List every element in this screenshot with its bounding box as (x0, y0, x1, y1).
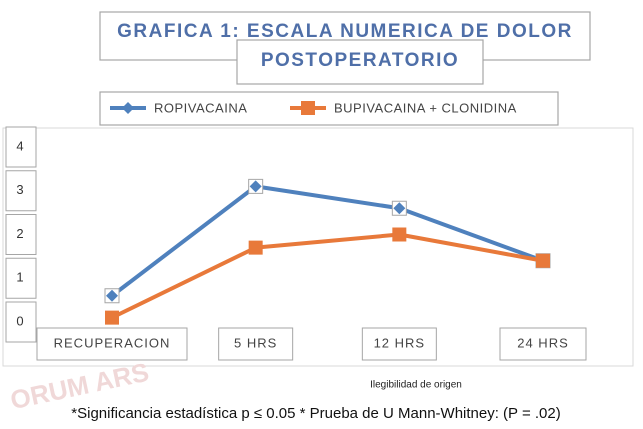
y-tick-box (5, 126, 37, 168)
point (248, 240, 263, 255)
y-tick-box (5, 301, 37, 343)
legend-marker (301, 101, 315, 115)
chart-subtitle: POSTOPERATORIO (261, 50, 459, 71)
legend-label: BUPIVACAINA + CLONIDINA (334, 100, 517, 115)
x-tick-label: 5 HRS (234, 335, 277, 350)
y-tick-label: 2 (16, 226, 23, 241)
legend (99, 91, 559, 126)
y-tick-label: 4 (16, 138, 23, 153)
x-tick-label: 24 HRS (517, 335, 569, 350)
point (536, 253, 550, 268)
subtitle-box (236, 39, 484, 85)
series-line (111, 232, 544, 320)
legend-marker (122, 102, 134, 114)
point (393, 202, 406, 215)
y-tick-label: 0 (16, 313, 23, 328)
x-tick-label: RECUPERACION (54, 335, 171, 350)
y-tick-box (5, 214, 37, 255)
y-tick-box (5, 257, 37, 299)
plot-area (2, 127, 634, 367)
point (249, 180, 262, 193)
x-tick-box (361, 327, 437, 361)
note: Ilegibilidad de origen (370, 380, 462, 391)
point (105, 310, 119, 325)
point (106, 289, 118, 302)
series-line (110, 184, 544, 298)
chart-title: GRAFICA 1: ESCALA NUMERICA DE DOLOR (117, 21, 573, 42)
footnote: *Significancia estadística p ≤ 0.05 * Pr… (71, 405, 560, 422)
y-tick-label: 1 (16, 270, 23, 285)
point (392, 227, 407, 242)
x-tick-box (36, 327, 188, 361)
y-tick-label: 3 (16, 182, 23, 197)
legend-label: ROPIVACAINA (154, 100, 247, 115)
x-tick-label: 12 HRS (374, 335, 426, 350)
x-tick-box (218, 327, 294, 361)
x-tick-box (499, 327, 587, 361)
y-tick-box (5, 170, 37, 212)
